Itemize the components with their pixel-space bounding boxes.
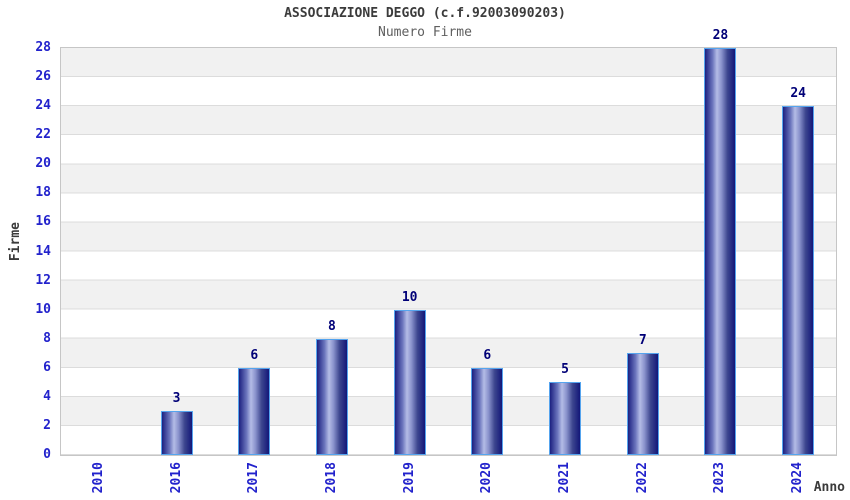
bar-value-label: 5 [561, 362, 569, 378]
bar-value-label: 7 [638, 333, 647, 349]
bar-value-label: 24 [790, 86, 806, 102]
bar-value-label: 28 [712, 28, 729, 43]
chart-title: ASSOCIAZIONE DEGGO (c.f.92003090203) [284, 6, 566, 21]
bar-value-label: 10 [401, 289, 418, 305]
x-tick-label: 2022 [634, 462, 650, 494]
y-tick-label: 20 [35, 156, 51, 172]
y-tick-label: 8 [43, 330, 51, 346]
x-tick-label: 2020 [479, 462, 495, 494]
bar-2022 [626, 353, 659, 455]
bar-2024 [782, 106, 815, 455]
x-tick-label: 2017 [246, 462, 262, 494]
bar-2018 [315, 338, 348, 455]
y-tick-label: 26 [35, 69, 51, 85]
bar-2023 [704, 48, 737, 455]
bar-value-label: 6 [483, 347, 492, 363]
chart-subtitle: Numero Firme [378, 25, 472, 40]
y-tick-label: 12 [35, 272, 51, 288]
x-tick-label: 2024 [790, 462, 806, 494]
x-tick-label: 2019 [401, 462, 417, 494]
y-tick-label: 6 [43, 359, 51, 375]
bar-value-label: 3 [172, 391, 181, 407]
x-tick-label: 2018 [323, 462, 339, 494]
y-tick-label: 2 [43, 417, 51, 433]
bar-value-label: 6 [250, 347, 259, 363]
bar-2016 [160, 411, 193, 455]
y-tick-label: 14 [35, 243, 51, 259]
y-tick-label: 4 [43, 388, 51, 404]
x-tick-label: 2021 [557, 462, 573, 494]
y-tick-label: 28 [35, 40, 51, 55]
bar-value-label: 8 [328, 318, 336, 334]
y-tick-label: 0 [43, 447, 51, 462]
x-tick-label: 2016 [168, 462, 184, 494]
bar-2017 [238, 367, 271, 455]
bar-2019 [393, 309, 426, 455]
y-tick-label: 10 [35, 301, 51, 317]
plot-area [60, 47, 837, 456]
bar-2020 [471, 367, 504, 455]
x-tick-label: 2010 [90, 462, 106, 494]
x-axis-title: Anno [813, 480, 845, 495]
y-tick-label: 16 [35, 214, 51, 230]
y-tick-label: 24 [35, 98, 51, 114]
bar-2021 [549, 382, 582, 455]
y-tick-label: 22 [35, 127, 51, 143]
y-tick-label: 18 [35, 185, 51, 201]
x-tick-label: 2023 [712, 462, 728, 494]
